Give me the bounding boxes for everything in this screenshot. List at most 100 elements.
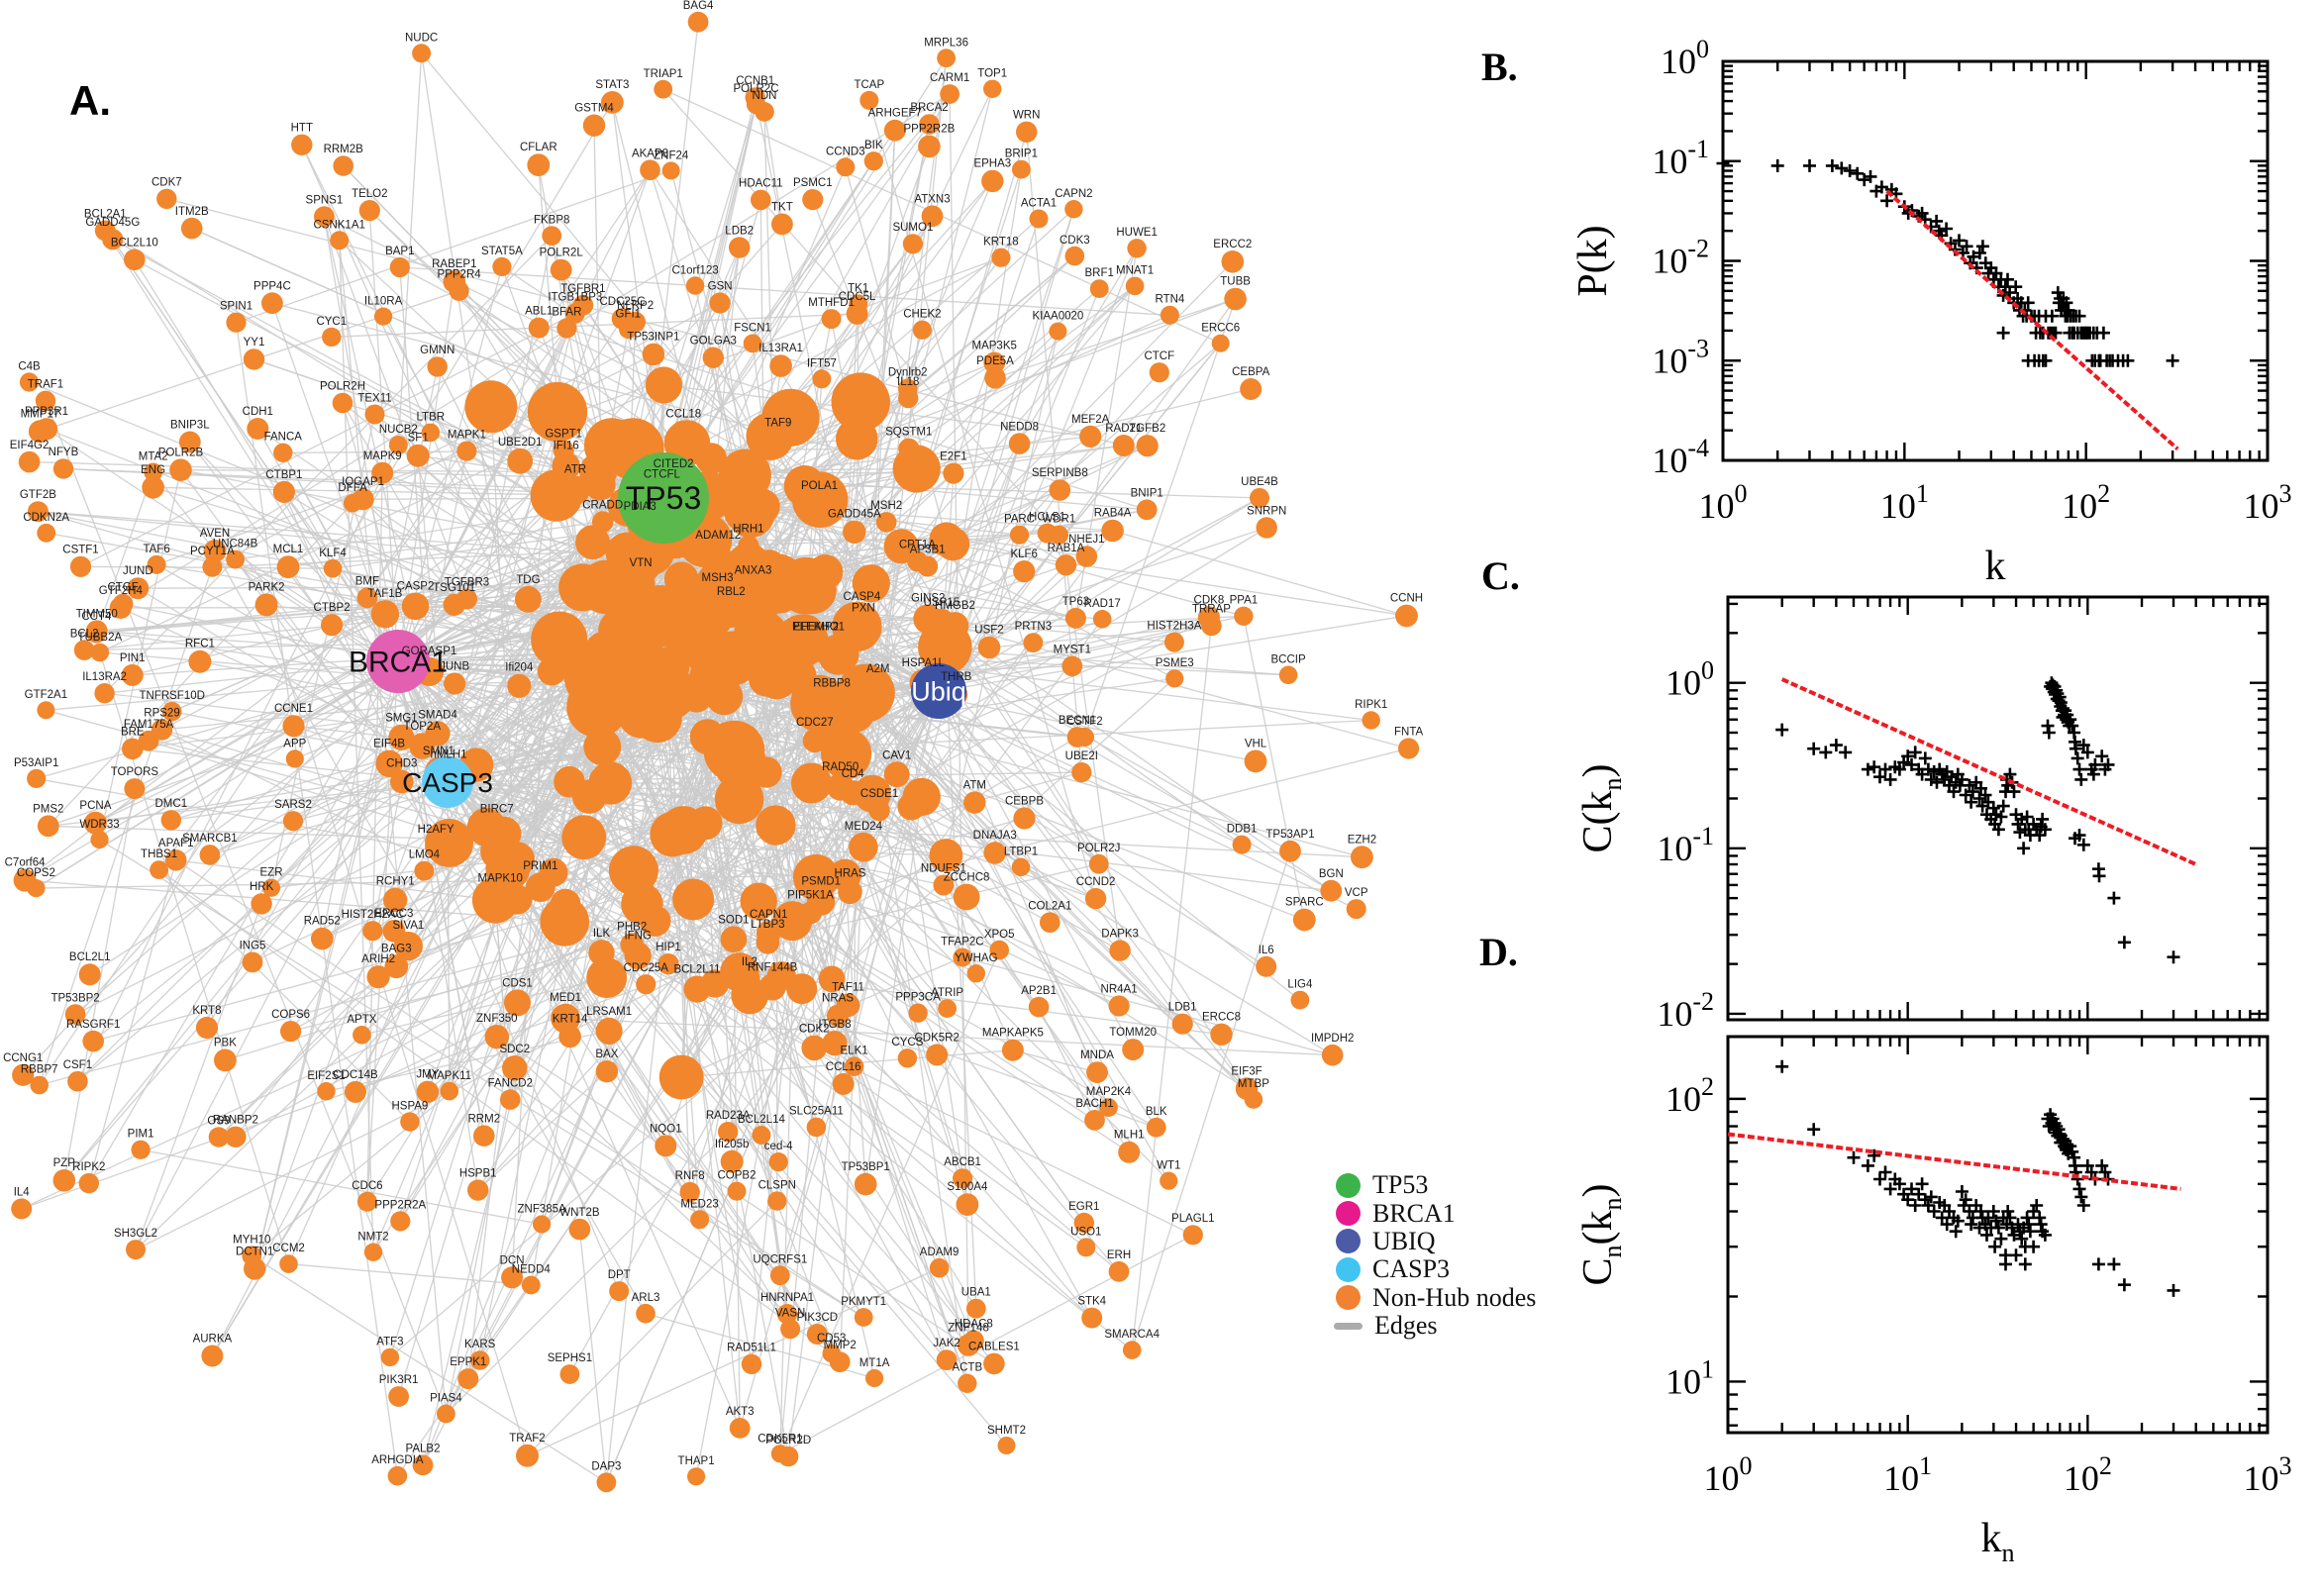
network-edge bbox=[324, 216, 664, 386]
network-edge bbox=[845, 736, 1078, 876]
network-node bbox=[838, 879, 862, 905]
network-edge bbox=[447, 781, 880, 812]
network-node bbox=[164, 849, 187, 871]
network-node bbox=[561, 815, 607, 860]
network-node bbox=[843, 520, 866, 544]
network-node bbox=[1346, 899, 1366, 920]
node-label: HCLS1 bbox=[1029, 512, 1065, 524]
node-label: HNRNPA1 bbox=[760, 1292, 814, 1304]
network-edge bbox=[447, 781, 817, 878]
network-node bbox=[82, 1030, 104, 1052]
ubiq-legend-swatch bbox=[1336, 1229, 1361, 1254]
node-label: AP3B1 bbox=[910, 544, 946, 555]
data-point bbox=[2033, 1211, 2047, 1225]
network-node bbox=[658, 806, 708, 854]
node-label: MED23 bbox=[680, 1198, 718, 1210]
node-label: RAD23A bbox=[706, 1110, 751, 1122]
network-node bbox=[500, 1089, 521, 1110]
node-label: GOLGA3 bbox=[690, 336, 737, 348]
node-label: KLF4 bbox=[319, 548, 347, 559]
node-label: SPARC bbox=[1285, 897, 1324, 909]
node-label: CTCF bbox=[1144, 350, 1174, 362]
node-label: RABEP1 bbox=[432, 258, 476, 270]
x-axis-title: k bbox=[1985, 544, 2006, 589]
network-node bbox=[1256, 955, 1277, 977]
node-label: DDB1 bbox=[1227, 824, 1258, 836]
network-node bbox=[343, 494, 362, 513]
network-node bbox=[142, 476, 164, 499]
node-label: TAF1B bbox=[367, 588, 402, 600]
node-label: PARK2 bbox=[249, 581, 285, 593]
node-label: SMAD4 bbox=[418, 709, 457, 721]
network-node bbox=[559, 1364, 580, 1384]
network-node bbox=[727, 1181, 747, 1201]
node-label: CCNG1 bbox=[3, 1052, 43, 1064]
data-point bbox=[2030, 1199, 2044, 1212]
network-node bbox=[812, 369, 832, 389]
node-label: KRT14 bbox=[553, 1014, 588, 1026]
network-node bbox=[156, 188, 177, 209]
plot-frame bbox=[1726, 595, 2270, 1022]
network-node bbox=[609, 1281, 630, 1302]
data-point bbox=[2076, 838, 2090, 851]
network-edge bbox=[104, 660, 399, 694]
node-label: ING5 bbox=[240, 940, 266, 951]
network-node bbox=[723, 488, 768, 534]
data-points bbox=[1775, 676, 2180, 964]
data-point bbox=[1991, 1221, 2005, 1235]
network-edge bbox=[1131, 625, 1213, 1350]
node-label: JUNB bbox=[440, 660, 469, 672]
node-label: HRK bbox=[250, 881, 274, 893]
data-point bbox=[1940, 1218, 1954, 1232]
node-label: PIK3CD bbox=[797, 1312, 839, 1324]
hub-node-casp3 bbox=[422, 756, 473, 808]
node-label: CAPN2 bbox=[1055, 188, 1092, 200]
network-node bbox=[1108, 1260, 1130, 1282]
network-node bbox=[709, 292, 731, 314]
network-node bbox=[280, 1021, 302, 1043]
network-node bbox=[918, 135, 941, 158]
network-node bbox=[605, 532, 648, 574]
data-point bbox=[1996, 799, 2010, 813]
edges-legend-swatch bbox=[1334, 1322, 1363, 1330]
node-label: BIRC7 bbox=[480, 803, 514, 815]
node-label: C4B bbox=[18, 360, 41, 372]
data-point bbox=[2117, 1278, 2131, 1292]
network-edge bbox=[938, 690, 1183, 1025]
network-edge bbox=[287, 566, 818, 1335]
network-edge bbox=[1064, 564, 1121, 951]
network-node bbox=[282, 715, 305, 738]
node-label: PIAS4 bbox=[430, 1393, 462, 1405]
data-point bbox=[1947, 785, 1961, 799]
network-edge bbox=[445, 1131, 729, 1415]
network-node bbox=[1028, 996, 1050, 1018]
data-point bbox=[2039, 353, 2053, 367]
node-label: WDR1 bbox=[1042, 514, 1075, 526]
node-label: BMF bbox=[355, 575, 379, 587]
node-label: RAB4A bbox=[1094, 508, 1132, 520]
node-label: HIST2H2AC bbox=[342, 909, 404, 921]
network-node bbox=[443, 270, 466, 293]
data-points bbox=[1775, 1059, 2180, 1297]
node-label: PLEKHO1 bbox=[792, 621, 845, 633]
node-label: BCCIP bbox=[1271, 654, 1306, 666]
node-label: POLR2H bbox=[320, 381, 365, 393]
node-label: PPP2R2B bbox=[904, 124, 956, 136]
network-edge bbox=[397, 52, 423, 446]
network-node bbox=[558, 1025, 581, 1048]
network-node bbox=[416, 1080, 440, 1104]
network-edge bbox=[938, 497, 1261, 692]
casp3-legend-swatch bbox=[1336, 1256, 1361, 1282]
x-tick-label: 101 bbox=[1880, 479, 1929, 526]
node-label: EIF3F bbox=[1231, 1065, 1262, 1077]
network-node bbox=[131, 1140, 151, 1159]
network-edge bbox=[98, 469, 182, 841]
network-node bbox=[687, 1467, 706, 1486]
network-edge bbox=[399, 266, 1175, 679]
node-label: OS9 bbox=[207, 1115, 230, 1127]
network-node bbox=[745, 87, 765, 108]
network-node bbox=[37, 815, 59, 838]
node-label: E2F1 bbox=[940, 450, 967, 462]
node-label: RANBP2 bbox=[213, 1115, 258, 1127]
node-label: AVEN bbox=[200, 528, 230, 540]
